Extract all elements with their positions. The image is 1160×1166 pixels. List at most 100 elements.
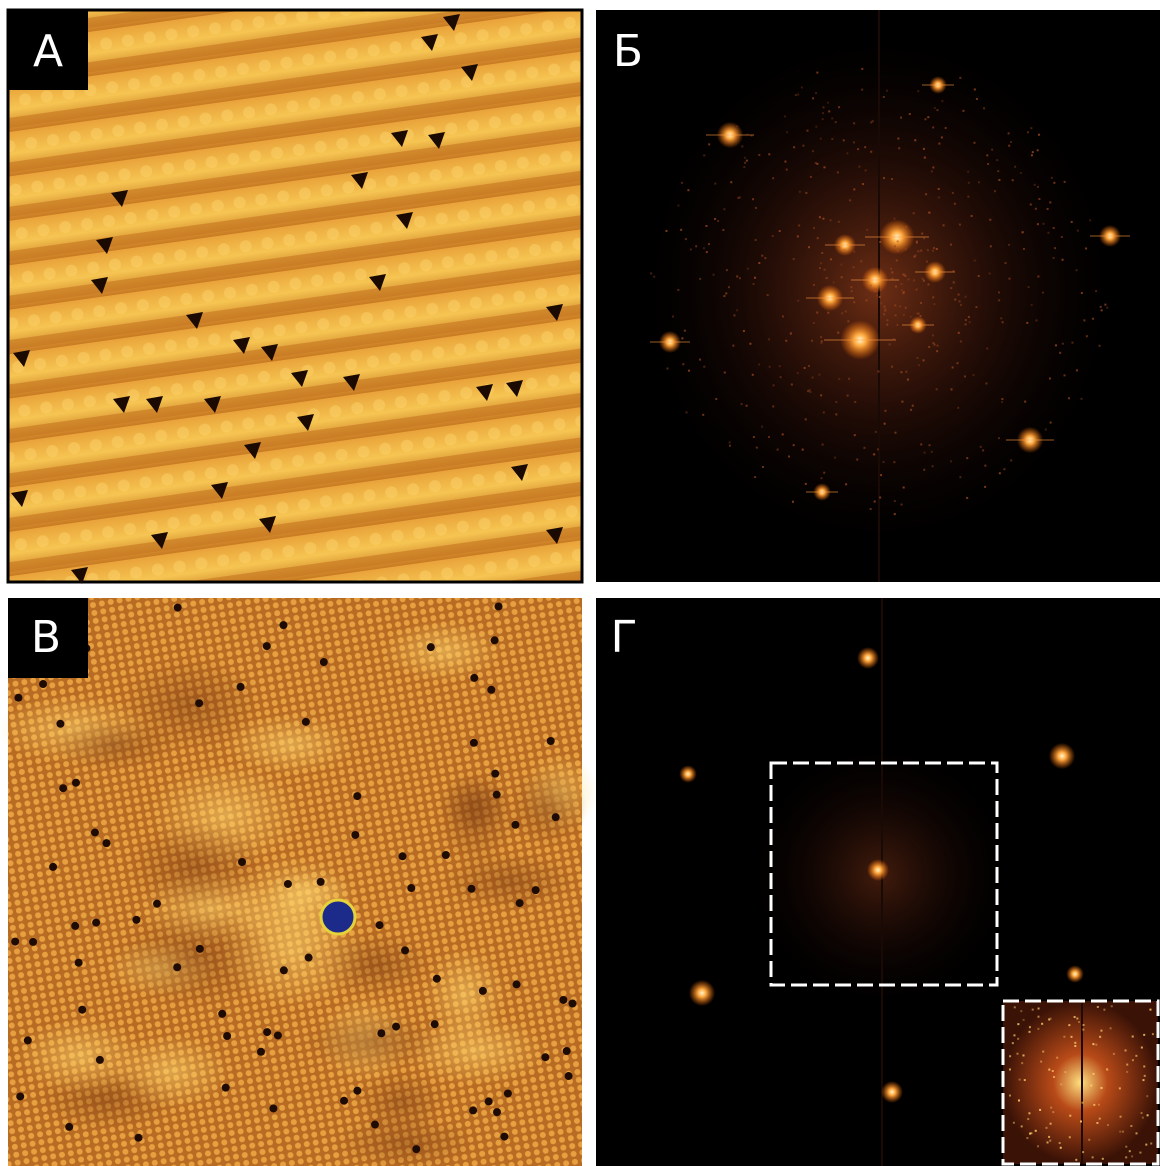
noise	[1093, 1104, 1095, 1106]
noise	[1074, 1016, 1076, 1018]
defect	[469, 1106, 477, 1114]
noise	[1062, 343, 1064, 345]
noise	[966, 457, 968, 459]
noise	[736, 309, 738, 311]
noise	[901, 504, 903, 506]
noise	[1100, 1087, 1102, 1089]
noise	[1078, 1021, 1080, 1023]
noise	[1119, 1131, 1121, 1133]
noise	[807, 130, 809, 132]
noise	[1083, 319, 1085, 321]
noise	[974, 142, 976, 144]
noise	[1147, 1114, 1149, 1116]
noise	[997, 170, 999, 172]
noise	[746, 405, 748, 407]
noise	[998, 437, 1000, 439]
noise	[1042, 223, 1044, 225]
noise	[908, 278, 910, 280]
defect	[371, 1121, 379, 1129]
defect	[568, 999, 576, 1007]
noise	[1001, 398, 1003, 400]
noise	[816, 312, 818, 314]
defect	[353, 792, 361, 800]
noise	[744, 162, 746, 164]
noise	[951, 388, 953, 390]
noise	[941, 100, 943, 102]
noise	[1086, 335, 1088, 337]
defect	[470, 739, 478, 747]
noise	[723, 208, 725, 210]
noise	[945, 127, 947, 129]
noise	[901, 401, 903, 403]
noise	[959, 300, 961, 302]
noise	[902, 274, 904, 276]
noise	[725, 141, 727, 143]
page: А Б В Г (() => { const data = JSON.parse…	[0, 0, 1160, 1166]
noise	[868, 328, 870, 330]
noise	[952, 270, 954, 272]
defect	[516, 899, 524, 907]
defect	[71, 922, 79, 930]
noise	[845, 311, 847, 313]
noise	[1081, 1102, 1083, 1104]
noise	[841, 276, 843, 278]
noise	[1106, 1068, 1108, 1070]
noise	[815, 92, 817, 94]
defect	[353, 1087, 361, 1095]
noise	[722, 229, 724, 231]
noise	[680, 229, 682, 231]
defect	[511, 821, 519, 829]
defect	[269, 1104, 277, 1112]
noise	[923, 148, 925, 150]
noise	[1045, 1127, 1047, 1129]
noise	[848, 378, 850, 380]
noise	[950, 460, 952, 462]
noise	[810, 176, 812, 178]
noise	[967, 171, 969, 173]
defect	[495, 603, 503, 611]
noise	[967, 196, 969, 198]
noise	[1030, 127, 1032, 129]
noise	[1135, 1132, 1137, 1134]
noise	[913, 212, 915, 214]
noise	[755, 239, 757, 241]
noise	[969, 321, 971, 323]
noise	[918, 364, 920, 366]
spot	[1049, 743, 1075, 769]
noise	[950, 244, 952, 246]
noise	[1095, 1044, 1097, 1046]
noise	[1062, 259, 1064, 261]
noise	[828, 110, 830, 112]
panel-b: Б	[596, 10, 1160, 582]
noise	[1064, 181, 1066, 183]
noise	[854, 434, 856, 436]
noise	[1080, 1120, 1082, 1122]
noise	[1032, 151, 1034, 153]
noise	[897, 138, 899, 140]
noise	[952, 192, 954, 194]
noise	[808, 365, 810, 367]
noise	[1113, 1053, 1115, 1055]
noise	[831, 138, 833, 140]
noise	[847, 320, 849, 322]
noise	[1042, 292, 1044, 294]
defect	[237, 683, 245, 691]
noise	[863, 447, 865, 449]
noise	[1056, 1057, 1058, 1059]
noise	[886, 319, 888, 321]
noise	[957, 362, 959, 364]
noise	[891, 366, 893, 368]
noise	[1093, 1073, 1095, 1075]
noise	[938, 188, 940, 190]
noise	[984, 465, 986, 467]
panel-c: В	[0, 598, 598, 1166]
noise	[1017, 1038, 1019, 1040]
patch	[382, 620, 503, 682]
noise	[820, 336, 822, 338]
noise	[1021, 1125, 1023, 1127]
defect	[493, 1108, 501, 1116]
noise	[666, 368, 668, 370]
noise	[913, 279, 915, 281]
noise	[805, 418, 807, 420]
noise	[1089, 219, 1091, 221]
